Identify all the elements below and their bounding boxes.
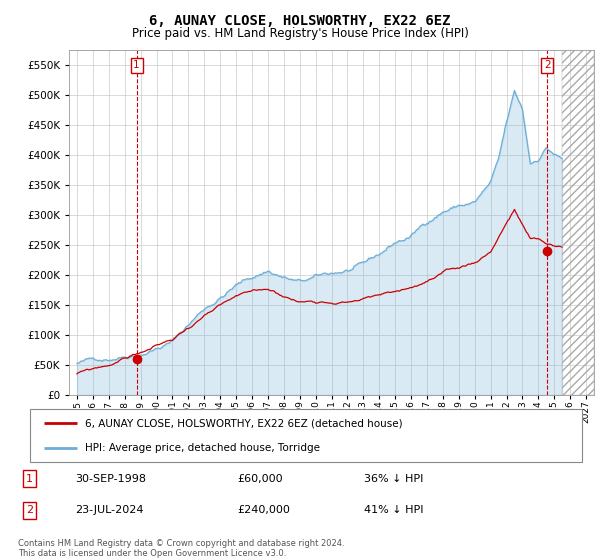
Text: £60,000: £60,000: [237, 474, 283, 484]
Text: 6, AUNAY CLOSE, HOLSWORTHY, EX22 6EZ: 6, AUNAY CLOSE, HOLSWORTHY, EX22 6EZ: [149, 14, 451, 28]
Text: 1: 1: [26, 474, 33, 484]
Text: 2: 2: [544, 60, 550, 71]
Text: 23-JUL-2024: 23-JUL-2024: [76, 505, 144, 515]
Text: Contains HM Land Registry data © Crown copyright and database right 2024.
This d: Contains HM Land Registry data © Crown c…: [18, 539, 344, 558]
Text: 36% ↓ HPI: 36% ↓ HPI: [364, 474, 423, 484]
Text: 1: 1: [133, 60, 140, 71]
Text: Price paid vs. HM Land Registry's House Price Index (HPI): Price paid vs. HM Land Registry's House …: [131, 27, 469, 40]
Text: HPI: Average price, detached house, Torridge: HPI: Average price, detached house, Torr…: [85, 442, 320, 452]
FancyBboxPatch shape: [30, 409, 582, 462]
Text: £240,000: £240,000: [237, 505, 290, 515]
Text: 2: 2: [26, 505, 33, 515]
Text: 30-SEP-1998: 30-SEP-1998: [76, 474, 146, 484]
Text: 6, AUNAY CLOSE, HOLSWORTHY, EX22 6EZ (detached house): 6, AUNAY CLOSE, HOLSWORTHY, EX22 6EZ (de…: [85, 418, 403, 428]
Text: 41% ↓ HPI: 41% ↓ HPI: [364, 505, 423, 515]
